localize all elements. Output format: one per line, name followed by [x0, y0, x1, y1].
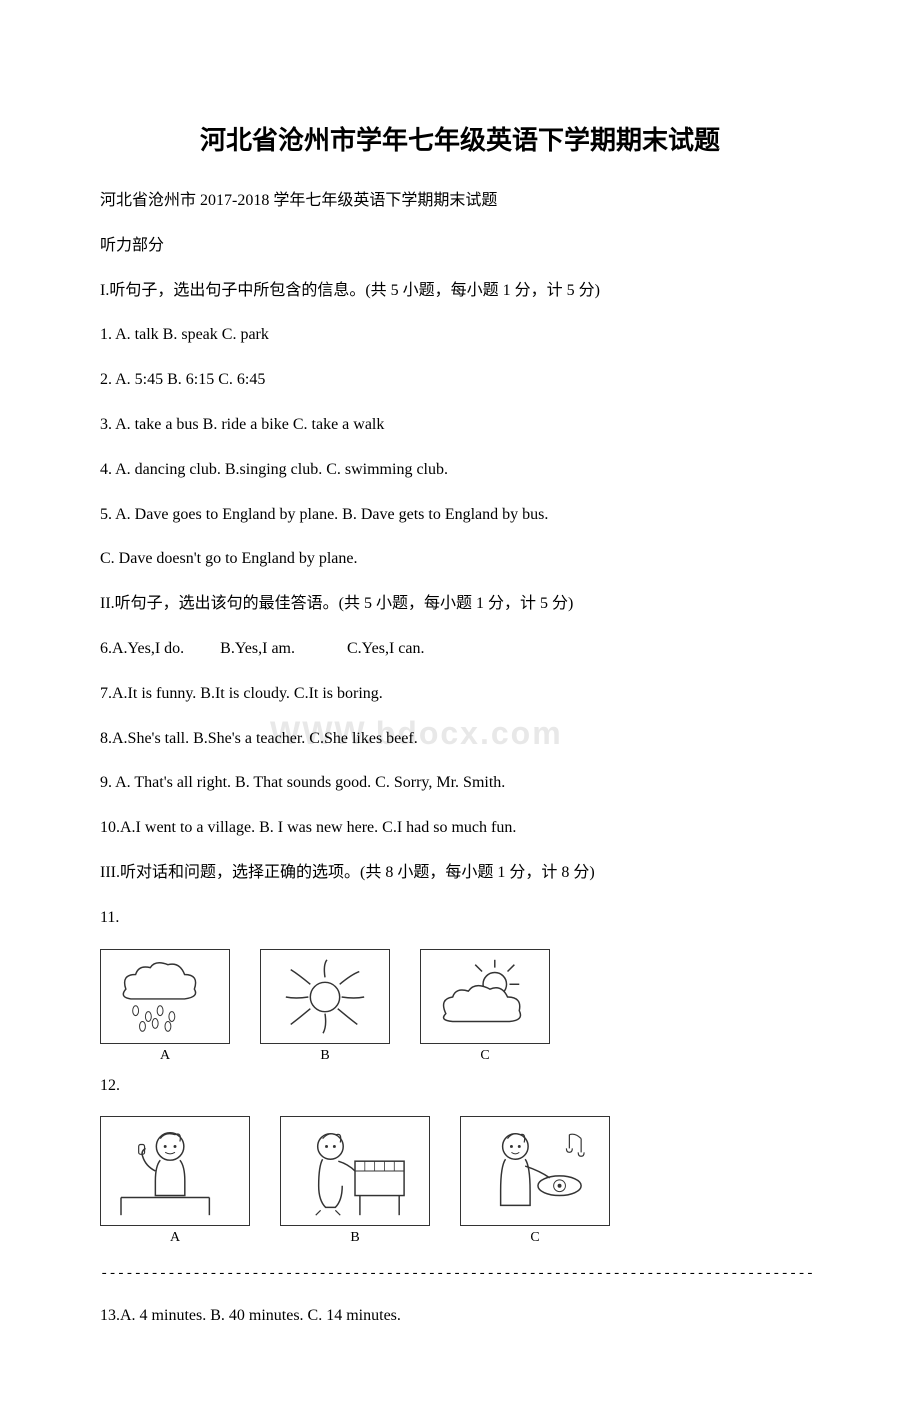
- q11-option-a: A: [100, 949, 230, 1064]
- question-12: 12.: [100, 1072, 820, 1101]
- boy-piano-icon: [280, 1116, 430, 1226]
- label-b2: B: [350, 1230, 359, 1246]
- label-a: A: [160, 1048, 170, 1064]
- label-c2: C: [530, 1230, 539, 1246]
- question-11: 11.: [100, 904, 820, 933]
- question-5c: C. Dave doesn't go to England by plane.: [100, 545, 820, 574]
- question-6: 6.A.Yes,I do. B.Yes,I am. C.Yes,I can.: [100, 635, 820, 664]
- question-9: 9. A. That's all right. B. That sounds g…: [100, 769, 820, 798]
- question-5a: 5. A. Dave goes to England by plane. B. …: [100, 501, 820, 530]
- question-13: 13.A. 4 minutes. B. 40 minutes. C. 14 mi…: [100, 1302, 820, 1331]
- q11-option-b: B: [260, 949, 390, 1064]
- sun-icon: [260, 949, 390, 1044]
- rain-cloud-icon: [100, 949, 230, 1044]
- question-10: 10.A.I went to a village. B. I was new h…: [100, 814, 820, 843]
- q12-option-c: C: [460, 1116, 610, 1246]
- listening-label: 听力部分: [100, 232, 820, 261]
- q12-option-b: B: [280, 1116, 430, 1246]
- section3-header: III.听对话和问题，选择正确的选项。(共 8 小题，每小题 1 分，计 8 分…: [100, 859, 820, 888]
- sun-cloud-icon: [420, 949, 550, 1044]
- label-c: C: [480, 1048, 489, 1064]
- label-a2: A: [170, 1230, 180, 1246]
- question-8: 8.A.She's tall. B.She's a teacher. C.She…: [100, 725, 820, 754]
- page-title: 河北省沧州市学年七年级英语下学期期末试题: [100, 120, 820, 157]
- label-b: B: [320, 1048, 329, 1064]
- section2-header: II.听句子，选出该句的最佳答语。(共 5 小题，每小题 1 分，计 5 分): [100, 590, 820, 619]
- q12-images: A B: [100, 1116, 820, 1246]
- question-3: 3. A. take a bus B. ride a bike C. take …: [100, 411, 820, 440]
- boy-music-icon: [460, 1116, 610, 1226]
- q11-images: A B: [100, 949, 820, 1064]
- q12-option-a: A: [100, 1116, 250, 1246]
- subtitle: 河北省沧州市 2017-2018 学年七年级英语下学期期末试题: [100, 187, 820, 216]
- divider-line: ----------------------------------------…: [100, 1266, 820, 1282]
- question-1: 1. A. talk B. speak C. park: [100, 321, 820, 350]
- boy-phone-icon: [100, 1116, 250, 1226]
- q11-option-c: C: [420, 949, 550, 1064]
- question-2: 2. A. 5:45 B. 6:15 C. 6:45: [100, 366, 820, 395]
- section1-header: I.听句子，选出句子中所包含的信息。(共 5 小题，每小题 1 分，计 5 分): [100, 277, 820, 306]
- question-4: 4. A. dancing club. B.singing club. C. s…: [100, 456, 820, 485]
- question-7: 7.A.It is funny. B.It is cloudy. C.It is…: [100, 680, 820, 709]
